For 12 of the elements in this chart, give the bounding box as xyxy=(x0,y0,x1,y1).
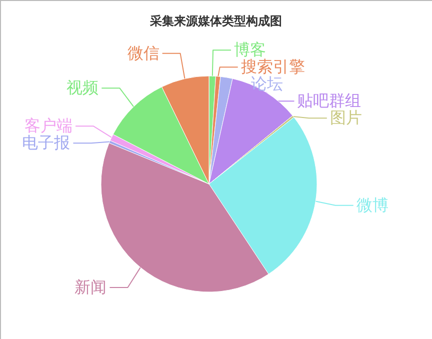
slice-label: 博客 xyxy=(234,40,266,60)
slice-label: 新闻 xyxy=(74,278,107,297)
slice-label: 贴吧群组 xyxy=(297,91,362,110)
chart-title: 采集来源媒体类型构成图 xyxy=(149,14,282,28)
slice-label: 视频 xyxy=(66,78,99,98)
slice-label: 客户端 xyxy=(24,116,73,136)
slice-label: 图片 xyxy=(330,108,362,128)
slice-label: 微信 xyxy=(127,43,160,62)
slice-label: 电子报 xyxy=(22,133,70,152)
slice-label: 搜索引擎 xyxy=(240,57,305,76)
legend-label: 论坛 xyxy=(250,74,283,94)
slice-label: 微博 xyxy=(356,195,388,214)
